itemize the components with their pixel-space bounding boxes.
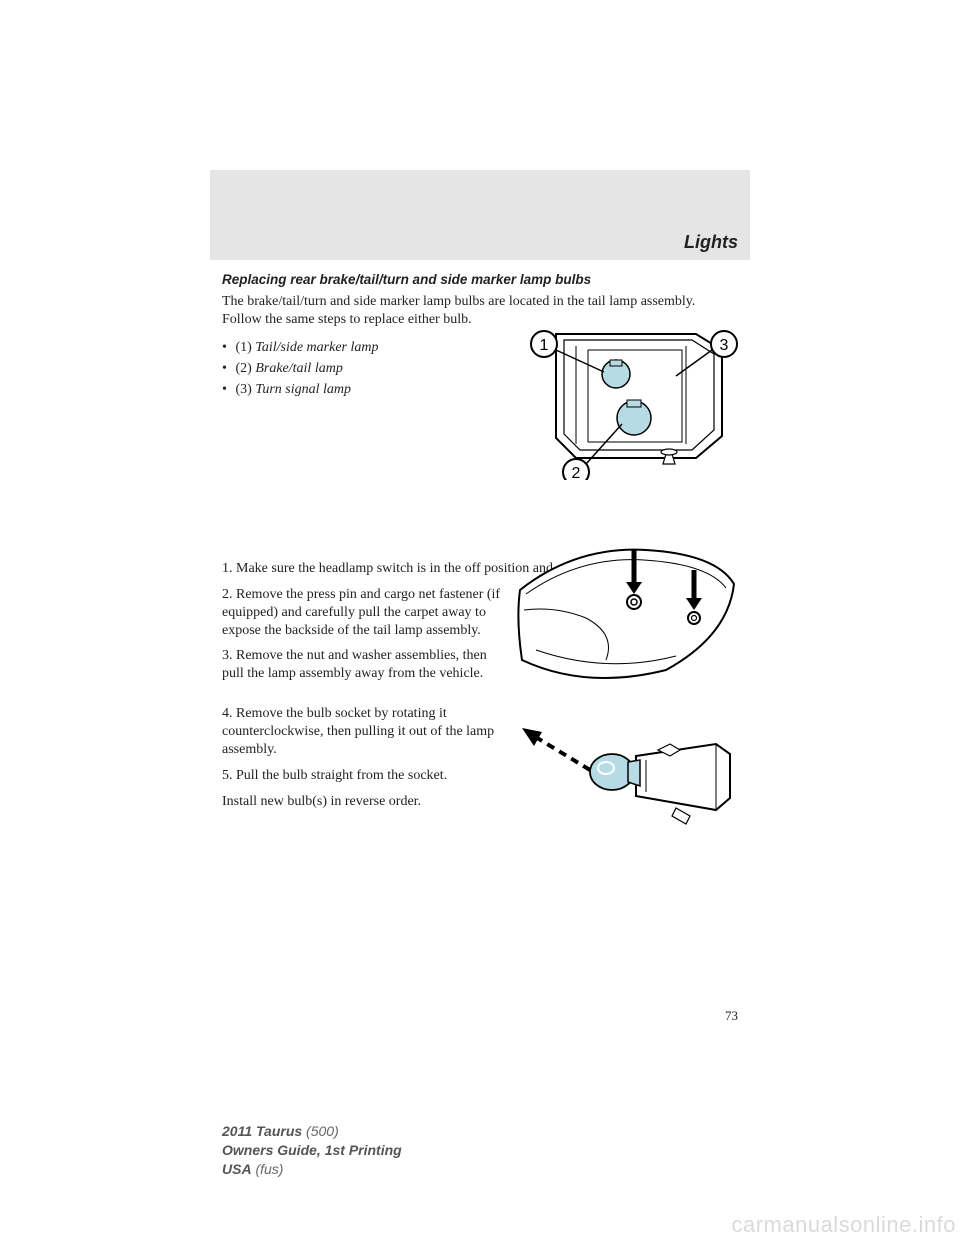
step-6: Install new bulb(s) in reverse order.: [222, 793, 502, 811]
figure-tail-lamp-assembly: 1 2 3: [516, 326, 738, 480]
footer-region-code: (fus): [255, 1161, 283, 1177]
footer-model-code: (500): [306, 1123, 339, 1139]
header-gray-band: [210, 170, 750, 260]
bullet-label: Tail/side marker lamp: [255, 340, 378, 355]
step-4: 4. Remove the bulb socket by rotating it…: [222, 705, 502, 759]
callout-2-text: 2: [572, 465, 581, 480]
footer-region: USA: [222, 1161, 252, 1177]
footer-guide: Owners Guide, 1st Printing: [222, 1141, 402, 1160]
bullet-num: (3): [236, 382, 252, 397]
footer-block: 2011 Taurus (500) Owners Guide, 1st Prin…: [222, 1122, 402, 1179]
bullet-num: (1): [236, 340, 252, 355]
watermark: carmanualsonline.info: [731, 1212, 956, 1238]
figure-trunk-fasteners: [516, 540, 738, 696]
footer-model: 2011 Taurus: [222, 1123, 302, 1139]
bullet-label: Turn signal lamp: [255, 382, 351, 397]
step-5: 5. Pull the bulb straight from the socke…: [222, 767, 502, 785]
figure-bulb-socket: [516, 716, 738, 836]
callout-3-text: 3: [720, 337, 729, 354]
content-area: Replacing rear brake/tail/turn and side …: [222, 272, 738, 819]
bullet-label: Brake/tail lamp: [255, 361, 343, 376]
step-2: 2. Remove the press pin and cargo net fa…: [222, 586, 502, 640]
page-number: 73: [725, 1008, 738, 1024]
callout-1-text: 1: [540, 337, 549, 354]
page-root: Lights Replacing rear brake/tail/turn an…: [0, 0, 960, 1242]
sub-heading: Replacing rear brake/tail/turn and side …: [222, 272, 738, 287]
section-label: Lights: [684, 232, 738, 253]
bullet-num: (2): [236, 361, 252, 376]
intro-paragraph: The brake/tail/turn and side marker lamp…: [222, 293, 738, 329]
step-3: 3. Remove the nut and washer assemblies,…: [222, 647, 502, 683]
